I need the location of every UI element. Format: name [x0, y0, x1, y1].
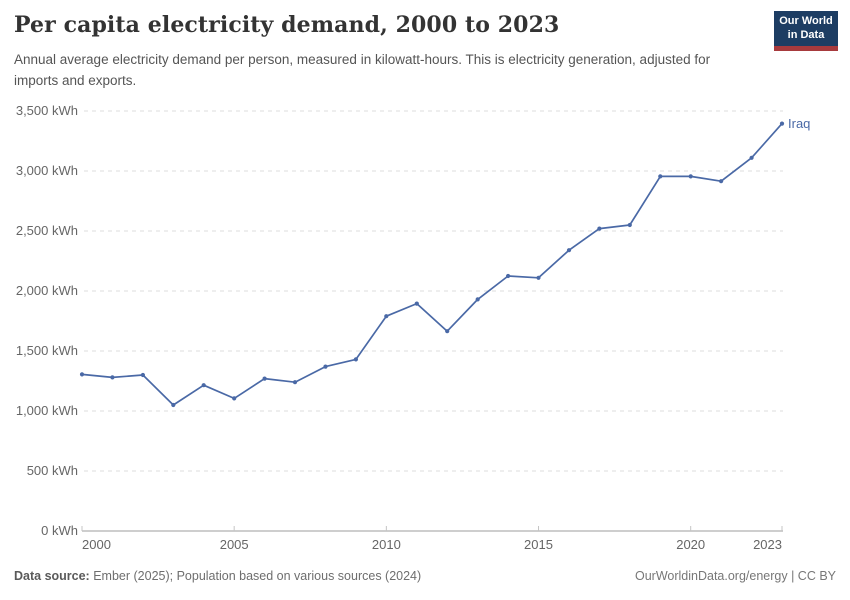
data-point — [658, 174, 663, 179]
data-source-note: Data source: Ember (2025); Population ba… — [14, 569, 421, 583]
y-axis-tick-label: 2,500 kWh — [15, 223, 78, 238]
y-axis-tick-label: 1,500 kWh — [15, 343, 78, 358]
data-point — [688, 174, 693, 179]
owid-logo-line1: Our World — [779, 14, 833, 27]
data-point — [536, 275, 541, 280]
data-point — [292, 380, 298, 385]
data-point — [232, 396, 237, 401]
x-axis-tick-label: 2000 — [82, 537, 111, 552]
x-axis-tick-label: 2005 — [219, 537, 249, 552]
data-point — [445, 329, 450, 334]
y-axis-tick-label: 3,500 kWh — [15, 103, 78, 118]
data-point — [140, 372, 145, 378]
data-point — [323, 364, 328, 369]
data-point — [566, 248, 572, 253]
y-axis-tick-label: 3,000 kWh — [15, 163, 78, 178]
y-axis-tick-label: 500 kWh — [26, 463, 78, 478]
chart-footer: Data source: Ember (2025); Population ba… — [14, 569, 836, 583]
data-point — [506, 273, 511, 279]
data-point — [171, 402, 176, 408]
data-point — [597, 226, 602, 231]
data-point — [475, 297, 480, 302]
owid-url-link[interactable]: OurWorldinData.org/energy | CC BY — [634, 569, 836, 583]
data-point — [262, 376, 267, 381]
chart-title: Per capita electricity demand, 2000 to 2… — [14, 12, 560, 38]
data-point — [201, 383, 206, 388]
data-point — [79, 372, 85, 377]
owid-logo[interactable]: Our World in Data — [774, 11, 838, 51]
x-axis-tick-label: 2015 — [524, 537, 553, 552]
x-axis-tick-label: 2020 — [676, 537, 706, 552]
data-point — [110, 375, 115, 380]
data-point — [719, 179, 724, 184]
owid-logo-line2: in Data — [787, 28, 825, 41]
series-line — [81, 122, 783, 406]
data-point — [627, 222, 632, 228]
data-point — [779, 121, 785, 126]
x-axis-tick-label: 2010 — [371, 537, 401, 552]
data-point — [749, 155, 754, 160]
data-point — [353, 357, 358, 362]
data-point — [414, 301, 419, 306]
data-source-text: Ember (2025); Population based on variou… — [89, 569, 422, 583]
y-axis-tick-label: 1,000 kWh — [15, 403, 78, 418]
y-axis-tick-label: 2,000 kWh — [15, 283, 78, 298]
data-point — [384, 314, 389, 319]
chart-subtitle: Annual average electricity demand per pe… — [14, 52, 711, 88]
y-axis-tick-label: 0 kWh — [41, 523, 78, 538]
x-axis-tick-label: 2023 — [753, 537, 782, 552]
series-entity-label: Iraq — [788, 115, 811, 131]
data-source-label: Data source: — [14, 569, 90, 583]
